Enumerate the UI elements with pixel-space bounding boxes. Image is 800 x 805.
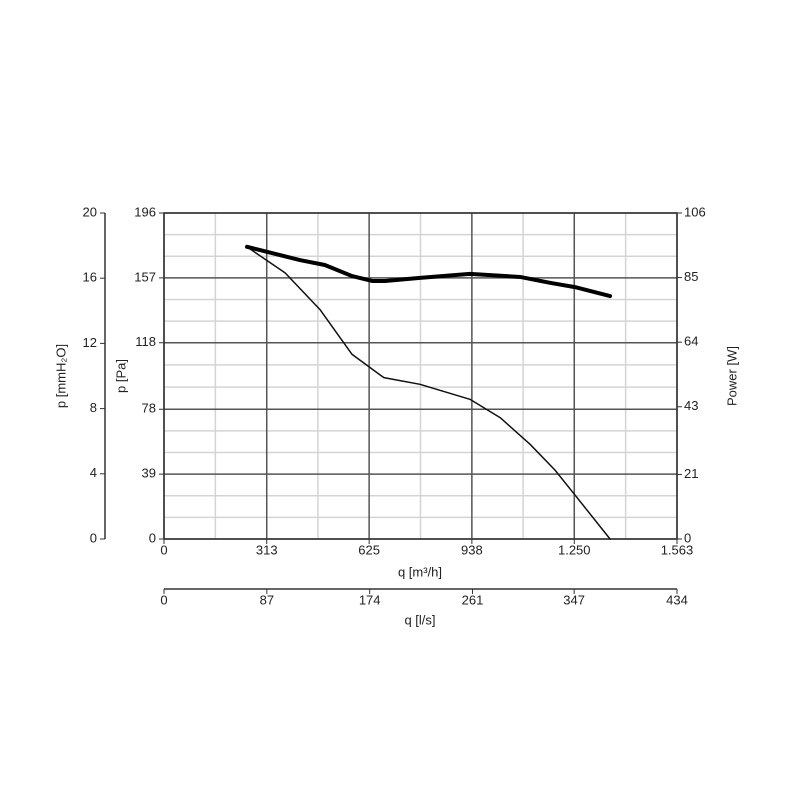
y-label: p [Pa]: [113, 359, 128, 393]
curve: [246, 246, 611, 540]
x-tick-label: 625: [358, 542, 380, 557]
x-tick-label: 938: [461, 542, 483, 557]
outer-y-tick-label: 4: [90, 465, 97, 480]
y-tick-label: 118: [135, 334, 156, 349]
outer-y-tick-label: 12: [83, 335, 97, 350]
x2-tick-label: 261: [462, 592, 484, 607]
x-tick-label: 1.250: [558, 542, 591, 557]
outer-y-label: p [mmH₂O]: [53, 344, 68, 408]
x-tick-label: 313: [256, 542, 278, 557]
x-label: q [m³/h]: [398, 564, 442, 579]
outer-y-tick-label: 0: [90, 530, 97, 545]
y-tick-label: 78: [142, 401, 156, 416]
y2-tick-label: 21: [684, 466, 698, 481]
outer-y-tick-label: 8: [90, 400, 97, 415]
y-tick-label: 157: [134, 269, 156, 284]
x-tick-label: 1.563: [661, 542, 694, 557]
x2-tick-label: 174: [359, 592, 381, 607]
y2-tick-label: 106: [684, 204, 706, 219]
y-tick-label: 196: [134, 204, 156, 219]
outer-y-tick-label: 16: [83, 270, 97, 285]
plot-frame: [163, 212, 678, 540]
x2-tick-label: 0: [160, 592, 167, 607]
y2-tick-label: 0: [684, 530, 691, 545]
y2-tick-label: 43: [684, 398, 698, 413]
y2-label: Power [W]: [724, 346, 739, 406]
y-tick-label: 39: [142, 466, 156, 481]
x2-tick-label: 434: [666, 592, 688, 607]
x2-tick-label: 87: [260, 592, 274, 607]
y2-tick-label: 85: [684, 269, 698, 284]
y-tick-label: 0: [149, 530, 156, 545]
x2-tick-label: 347: [563, 592, 585, 607]
x2-label: q [l/s]: [404, 612, 435, 627]
outer-y-tick-label: 20: [83, 204, 97, 219]
curve: [245, 244, 613, 299]
x-tick-label: 0: [160, 542, 167, 557]
y2-tick-label: 64: [684, 334, 698, 349]
